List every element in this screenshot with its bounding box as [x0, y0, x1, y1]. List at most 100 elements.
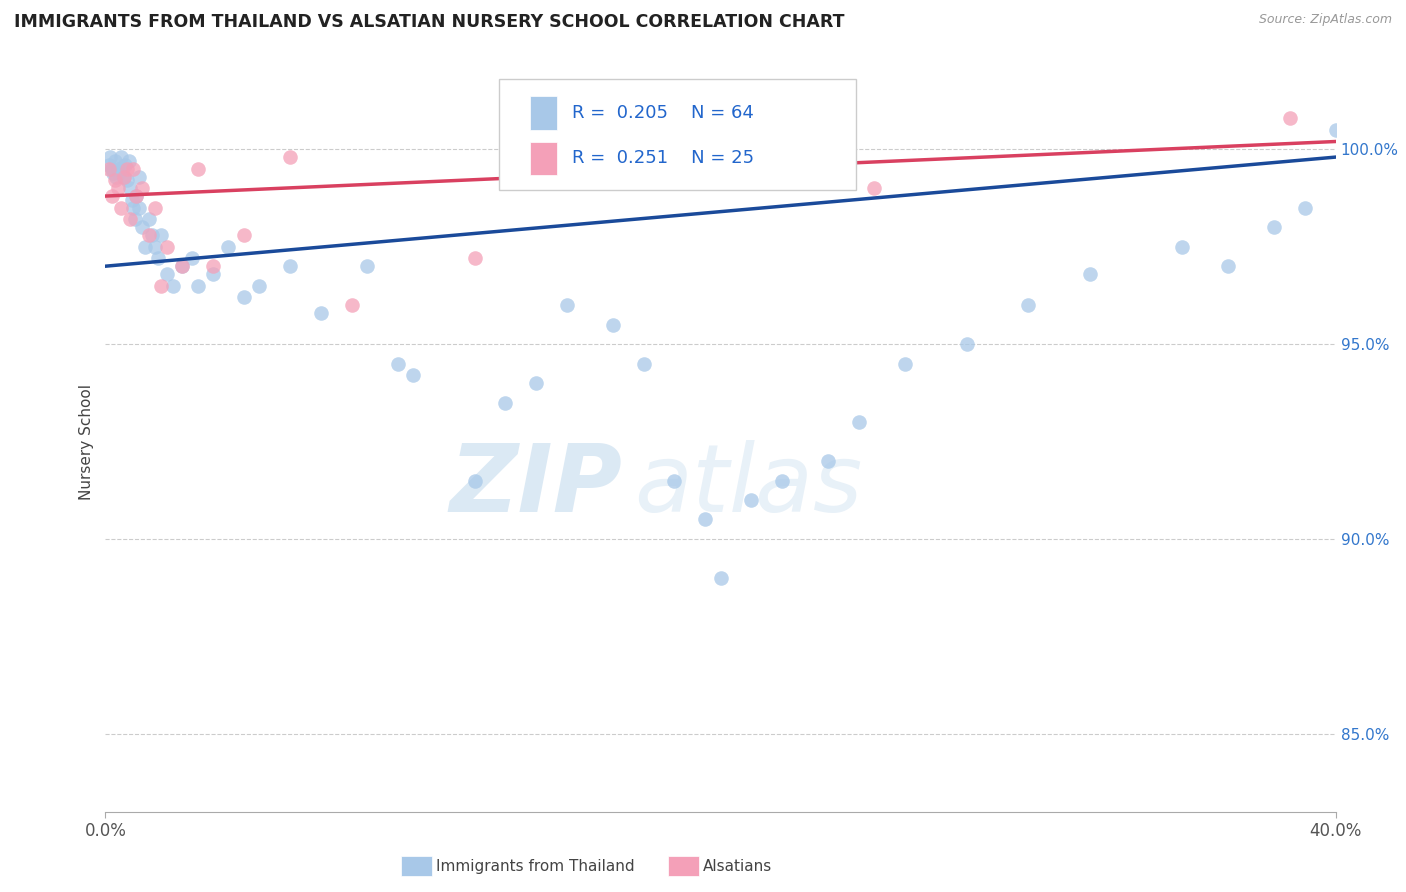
Point	[187, 161, 209, 176]
Point	[633, 357, 655, 371]
Point	[232, 290, 254, 304]
Point	[202, 267, 225, 281]
Point	[162, 278, 184, 293]
Point	[100, 161, 122, 176]
Point	[112, 169, 135, 184]
Point	[141, 227, 163, 242]
Point	[149, 227, 172, 242]
Point	[202, 259, 225, 273]
Point	[172, 259, 194, 273]
Y-axis label: Nursery School: Nursery School	[79, 384, 94, 500]
Point	[120, 181, 141, 195]
Text: atlas: atlas	[634, 441, 863, 532]
Point	[387, 357, 409, 371]
Text: Immigrants from Thailand: Immigrants from Thailand	[436, 859, 634, 873]
Point	[122, 161, 145, 176]
Point	[125, 189, 148, 203]
Text: Source: ZipAtlas.com: Source: ZipAtlas.com	[1258, 13, 1392, 27]
Point	[156, 240, 179, 254]
Point	[107, 161, 129, 176]
Point	[104, 153, 127, 168]
Point	[180, 252, 202, 266]
Point	[98, 150, 121, 164]
Point	[1216, 259, 1239, 273]
Point	[134, 240, 156, 254]
FancyBboxPatch shape	[530, 142, 557, 175]
Point	[97, 161, 120, 176]
Point	[664, 474, 686, 488]
Point	[278, 259, 301, 273]
Point	[120, 212, 141, 227]
Point	[555, 298, 578, 312]
Point	[114, 158, 136, 172]
Point	[146, 252, 169, 266]
Point	[309, 306, 332, 320]
Point	[143, 201, 166, 215]
Point	[602, 318, 624, 332]
Point	[464, 474, 486, 488]
Point	[817, 454, 839, 468]
Point	[138, 212, 160, 227]
Point	[131, 220, 153, 235]
Point	[172, 259, 194, 273]
Point	[105, 169, 128, 184]
Point	[111, 161, 134, 176]
Text: R =  0.251    N = 25: R = 0.251 N = 25	[572, 149, 754, 168]
Point	[122, 201, 145, 215]
Point	[1278, 111, 1301, 125]
Point	[156, 267, 179, 281]
Point	[131, 181, 153, 195]
Point	[112, 169, 135, 184]
Point	[956, 337, 979, 351]
Point	[464, 252, 486, 266]
Point	[124, 212, 146, 227]
Point	[125, 189, 148, 203]
Point	[143, 240, 166, 254]
Point	[340, 298, 363, 312]
Point	[710, 150, 733, 164]
Point	[356, 259, 378, 273]
Point	[128, 169, 150, 184]
Point	[128, 201, 150, 215]
Point	[110, 201, 132, 215]
Point	[104, 173, 127, 187]
Text: Alsatians: Alsatians	[703, 859, 772, 873]
Point	[894, 357, 917, 371]
Point	[1171, 240, 1194, 254]
Point	[97, 158, 120, 172]
Point	[770, 474, 793, 488]
Point	[695, 512, 717, 526]
FancyBboxPatch shape	[530, 96, 557, 129]
Point	[848, 415, 870, 429]
FancyBboxPatch shape	[499, 78, 856, 190]
Point	[524, 376, 547, 390]
Point	[247, 278, 270, 293]
Point	[1017, 298, 1039, 312]
Point	[107, 181, 129, 195]
Point	[117, 153, 139, 168]
Point	[110, 150, 132, 164]
Point	[149, 278, 172, 293]
Point	[863, 181, 886, 195]
Point	[108, 166, 131, 180]
Point	[138, 227, 160, 242]
Point	[232, 227, 254, 242]
Point	[115, 173, 138, 187]
Point	[402, 368, 425, 383]
Point	[101, 166, 124, 180]
Point	[115, 161, 138, 176]
Point	[710, 571, 733, 585]
Point	[278, 150, 301, 164]
Point	[1324, 123, 1347, 137]
Point	[100, 189, 122, 203]
Point	[1263, 220, 1285, 235]
Point	[187, 278, 209, 293]
Point	[218, 240, 240, 254]
Point	[1294, 201, 1316, 215]
Text: ZIP: ZIP	[450, 440, 621, 532]
Point	[121, 193, 143, 207]
Text: R =  0.205    N = 64: R = 0.205 N = 64	[572, 104, 754, 122]
Point	[494, 395, 516, 409]
Point	[1078, 267, 1101, 281]
Point	[740, 493, 762, 508]
